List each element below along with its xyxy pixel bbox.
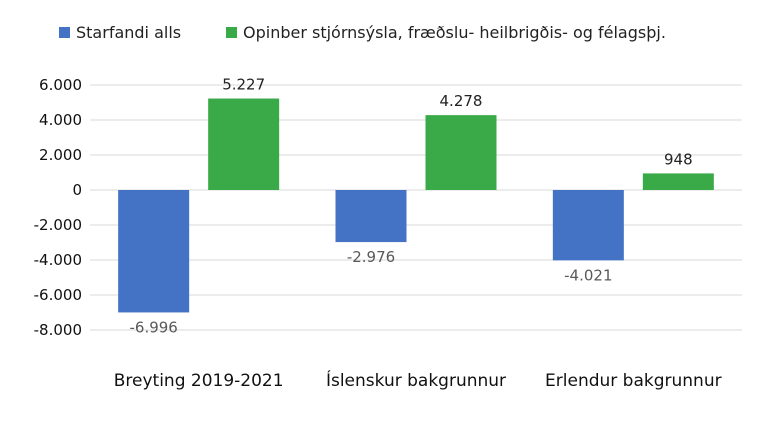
category-label: Erlendur bakgrunnur [545,371,722,391]
legend-swatch-starfandi [59,27,70,38]
data-label: 4.278 [440,92,483,110]
y-tick-label: -6.000 [34,286,82,304]
bar-starfandi [335,190,407,243]
bars [118,98,714,313]
y-tick-label: 6.000 [39,76,82,94]
bar-opinber [208,98,280,190]
legend: Starfandi alls Opinber stjórnsýsla, fræð… [59,23,666,42]
y-axis-ticks: 6.000 4.000 2.000 0 -2.000 -4.000 -6.000 -8.000 [34,76,82,339]
category-labels: Breyting 2019-2021 Íslenskur bakgrunnur Er… [114,369,722,391]
bar-starfandi [118,190,190,313]
y-tick-label: -4.000 [34,251,82,269]
y-tick-label: -2.000 [34,216,82,234]
data-label: -6.996 [129,318,177,336]
legend-swatch-opinber [226,27,237,38]
bar-opinber [425,115,497,190]
gridlines [90,84,742,331]
legend-label-starfandi: Starfandi alls [76,23,181,42]
category-label: Íslenskur bakgrunnur [326,369,506,391]
data-label: 5.227 [222,76,265,94]
category-label: Breyting 2019-2021 [114,371,284,391]
data-label: 948 [664,150,693,168]
bar-opinber [642,173,714,190]
legend-label-opinber: Opinber stjórnsýsla, fræðslu- heilbrigði… [243,23,666,42]
y-tick-label: 4.000 [39,111,82,129]
data-label: -2.976 [347,248,395,266]
y-tick-label: -8.000 [34,321,82,339]
bar-starfandi [552,190,624,261]
y-tick-label: 0 [72,181,82,199]
data-labels: -6.996 5.227 -2.976 4.278 -4.021 948 [129,76,692,337]
y-tick-label: 2.000 [39,146,82,164]
data-label: -4.021 [564,266,612,284]
